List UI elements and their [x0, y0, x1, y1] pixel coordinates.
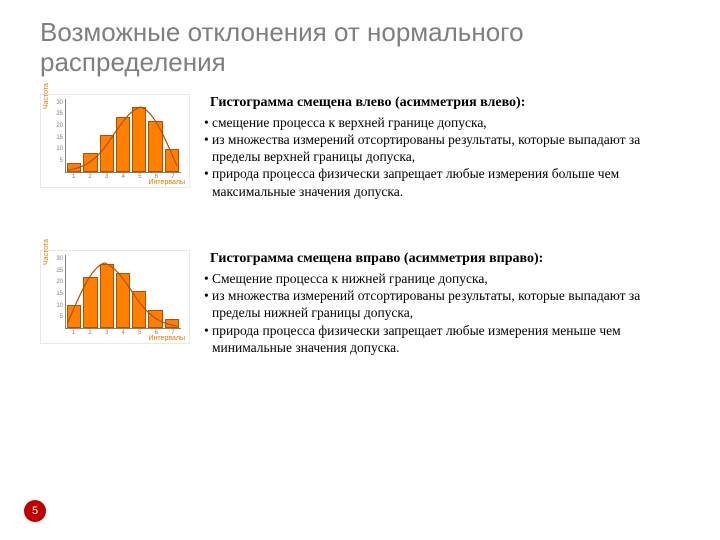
histogram-chart-1: ЧастотаИнтервалы510152025301234567 [40, 250, 190, 344]
bar [132, 107, 146, 171]
xtick: 7 [167, 174, 179, 180]
xtick: 7 [167, 330, 179, 336]
sections-container: ЧастотаИнтервалы510152025301234567Гистог… [40, 94, 690, 356]
slide-title: Возможные отклонения от нормального расп… [40, 18, 690, 78]
ytick: 10 [49, 303, 63, 309]
bar [165, 319, 179, 328]
bullet-item: из множества измерений отсортированы рез… [204, 131, 690, 166]
ytick: 20 [49, 279, 63, 285]
ytick: 5 [49, 314, 63, 320]
xtick: 4 [117, 330, 129, 336]
ytick: 25 [49, 268, 63, 274]
bar [148, 121, 162, 172]
bar [100, 264, 114, 328]
xtick: 5 [134, 174, 146, 180]
bar [100, 135, 114, 172]
slide: Возможные отклонения от нормального расп… [0, 0, 720, 540]
ytick: 30 [49, 256, 63, 262]
bullet-list: смещение процесса к верхней границе допу… [204, 114, 690, 200]
xtick: 4 [117, 174, 129, 180]
bar [165, 149, 179, 172]
text-block-0: Гистограмма смещена влево (асимметрия вл… [204, 94, 690, 200]
bar [67, 305, 81, 328]
ytick: 25 [49, 111, 63, 117]
bullet-item: смещение процесса к верхней границе допу… [204, 114, 690, 131]
xtick: 1 [67, 174, 79, 180]
ytick: 10 [49, 146, 63, 152]
bullet-item: природа процесса физически запрещает люб… [204, 165, 690, 200]
bullet-item: Смещение процесса к нижней границе допус… [204, 270, 690, 287]
bar [132, 291, 146, 328]
section-heading: Гистограмма смещена влево (асимметрия вл… [204, 94, 690, 112]
section-0: ЧастотаИнтервалы510152025301234567Гистог… [40, 94, 690, 200]
bar [148, 310, 162, 328]
ytick: 20 [49, 123, 63, 129]
bar [83, 277, 97, 328]
ytick: 5 [49, 158, 63, 164]
bar [83, 153, 97, 171]
page-number-badge: 5 [24, 500, 46, 522]
xtick: 6 [150, 174, 162, 180]
bar [116, 117, 130, 172]
bar [116, 273, 130, 328]
xtick: 3 [101, 174, 113, 180]
section-1: ЧастотаИнтервалы510152025301234567Гистог… [40, 250, 690, 356]
xtick: 3 [101, 330, 113, 336]
text-block-1: Гистограмма смещена вправо (асимметрия в… [204, 250, 690, 356]
xtick: 2 [84, 174, 96, 180]
xtick: 2 [84, 330, 96, 336]
ytick: 15 [49, 291, 63, 297]
xtick: 5 [134, 330, 146, 336]
bullet-list: Смещение процесса к нижней границе допус… [204, 270, 690, 356]
ytick: 15 [49, 135, 63, 141]
histogram-chart-0: ЧастотаИнтервалы510152025301234567 [40, 94, 190, 188]
ytick: 30 [49, 100, 63, 106]
bar [67, 163, 81, 172]
xtick: 6 [150, 330, 162, 336]
section-heading: Гистограмма смещена вправо (асимметрия в… [204, 250, 690, 268]
bullet-item: природа процесса физически запрещает люб… [204, 322, 690, 357]
bullet-item: из множества измерений отсортированы рез… [204, 287, 690, 322]
xtick: 1 [67, 330, 79, 336]
